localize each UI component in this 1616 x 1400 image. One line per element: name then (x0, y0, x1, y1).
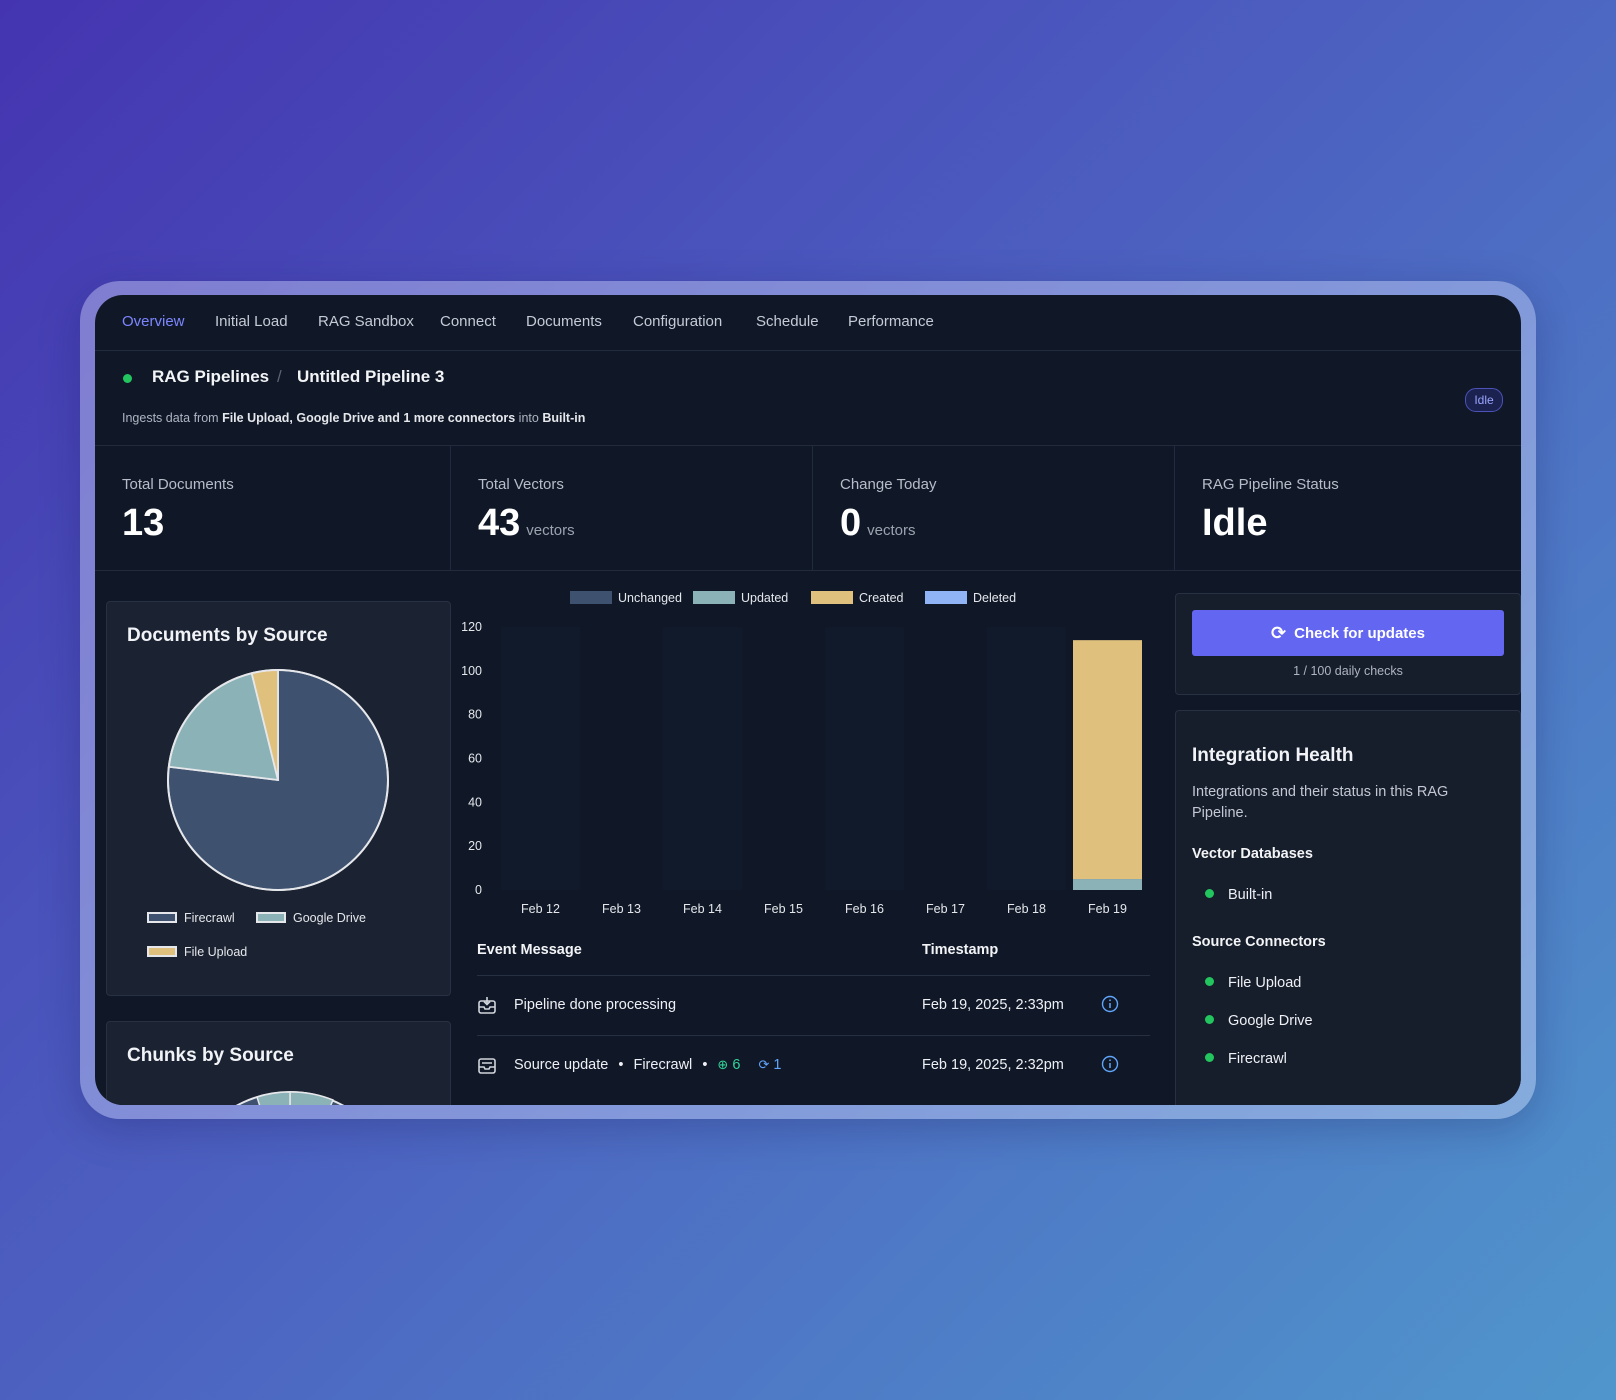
column-band (906, 627, 985, 890)
vector-databases-heading: Vector Databases (1192, 846, 1313, 862)
column-event-message: Event Message (477, 942, 582, 958)
source-connectors-heading: Source Connectors (1192, 934, 1326, 950)
updated-count: ⟳ 1 (758, 1057, 782, 1073)
info-icon[interactable] (1101, 995, 1119, 1013)
integration-item-google-drive[interactable]: Google Drive (1205, 1013, 1313, 1029)
documents-pie-chart (167, 669, 389, 891)
breadcrumb-separator: / (277, 367, 282, 386)
legend-swatch-deleted (925, 591, 967, 604)
legend-swatch-created (811, 591, 853, 604)
legend-file-upload: File Upload (147, 945, 247, 959)
table-row[interactable]: Pipeline done processing Feb 19, 2025, 2… (477, 975, 1150, 1036)
tab-overview[interactable]: Overview (122, 313, 185, 330)
legend-label-updated: Updated (741, 591, 788, 605)
column-band (501, 627, 580, 890)
tab-performance[interactable]: Performance (848, 313, 934, 330)
legend-swatch-updated (693, 591, 735, 604)
stat-total-documents: Total Documents 13 (95, 446, 451, 570)
legend-label-created: Created (859, 591, 904, 605)
x-tick-label: Feb 12 (521, 902, 560, 916)
info-icon[interactable] (1101, 1055, 1119, 1073)
status-badge: Idle (1465, 388, 1503, 412)
pipeline-header: RAG Pipelines / Untitled Pipeline 3 Inge… (95, 351, 1521, 446)
inbox-icon (478, 1058, 496, 1074)
column-band (582, 627, 661, 890)
x-tick-label: Feb 17 (926, 902, 965, 916)
x-tick-label: Feb 19 (1088, 902, 1127, 916)
tab-bar: Overview Initial Load RAG Sandbox Connec… (95, 295, 1521, 351)
pipeline-description: Ingests data from File Upload, Google Dr… (122, 411, 586, 425)
column-band (744, 627, 823, 890)
integration-health-panel: Integration Health Integrations and thei… (1175, 710, 1521, 1105)
x-tick-label: Feb 15 (764, 902, 803, 916)
integration-item-built-in[interactable]: Built-in (1205, 887, 1272, 903)
integration-item-file-upload[interactable]: File Upload (1205, 975, 1301, 991)
check-for-updates-button[interactable]: ⟳ Check for updates (1192, 610, 1504, 656)
stat-change-today: Change Today 0 vectors (813, 446, 1175, 570)
pie-outline (167, 669, 389, 891)
stats-row: Total Documents 13 Total Vectors 43 vecto… (95, 446, 1521, 571)
table-row[interactable]: Source update • Firecrawl • ⊕ 6 ⟳ 1 Feb … (477, 1035, 1150, 1096)
y-tick-label: 120 (461, 620, 482, 634)
column-timestamp: Timestamp (922, 942, 999, 958)
x-tick-label: Feb 18 (1007, 902, 1046, 916)
integration-item-firecrawl[interactable]: Firecrawl (1205, 1051, 1287, 1067)
updates-panel: ⟳ Check for updates 1 / 100 daily checks (1175, 593, 1521, 695)
y-tick-label: 100 (461, 664, 482, 678)
bar-created-feb-19[interactable] (1073, 640, 1142, 880)
created-count: ⊕ 6 (717, 1057, 741, 1073)
tab-initial-load[interactable]: Initial Load (215, 313, 288, 330)
status-dot (123, 374, 132, 383)
tab-rag-sandbox[interactable]: RAG Sandbox (318, 313, 414, 330)
breadcrumb-root[interactable]: RAG Pipelines (152, 367, 270, 386)
column-band (663, 627, 742, 890)
legend-google-drive: Google Drive (256, 911, 366, 925)
tab-schedule[interactable]: Schedule (756, 313, 819, 330)
legend-firecrawl: Firecrawl (147, 911, 235, 925)
tab-connect[interactable]: Connect (440, 313, 496, 330)
inbox-download-icon (478, 997, 496, 1014)
y-tick-label: 0 (475, 883, 482, 897)
y-tick-label: 80 (468, 708, 482, 722)
column-band (825, 627, 904, 890)
bar-updated-feb-19[interactable] (1073, 879, 1142, 890)
legend-swatch-unchanged (570, 591, 612, 604)
stat-total-vectors: Total Vectors 43 vectors (451, 446, 813, 570)
app-window: Overview Initial Load RAG Sandbox Connec… (95, 295, 1521, 1105)
stat-pipeline-status: RAG Pipeline Status Idle (1202, 476, 1339, 544)
chunks-pie-chart (235, 1091, 345, 1105)
y-tick-label: 40 (468, 795, 482, 809)
refresh-icon: ⟳ (1271, 623, 1287, 643)
tab-configuration[interactable]: Configuration (633, 313, 723, 330)
chunks-by-source-card: Chunks by Source (106, 1021, 451, 1105)
y-tick-label: 20 (468, 839, 482, 853)
tab-documents[interactable]: Documents (526, 313, 602, 330)
vectors-bar-chart: Unchanged Updated Created Deleted 0 20 40 60 80 1… (461, 591, 1147, 916)
daily-checks: 1 / 100 daily checks (1293, 664, 1403, 678)
documents-by-source-card: Documents by Source Firecrawl Google Dri… (106, 601, 451, 996)
x-tick-label: Feb 13 (602, 902, 641, 916)
column-band (987, 627, 1066, 890)
x-tick-label: Feb 16 (845, 902, 884, 916)
legend-label-unchanged: Unchanged (618, 591, 682, 605)
y-tick-label: 60 (468, 752, 482, 766)
page-title: Untitled Pipeline 3 (297, 367, 445, 386)
legend-label-deleted: Deleted (973, 591, 1016, 605)
x-tick-label: Feb 14 (683, 902, 722, 916)
